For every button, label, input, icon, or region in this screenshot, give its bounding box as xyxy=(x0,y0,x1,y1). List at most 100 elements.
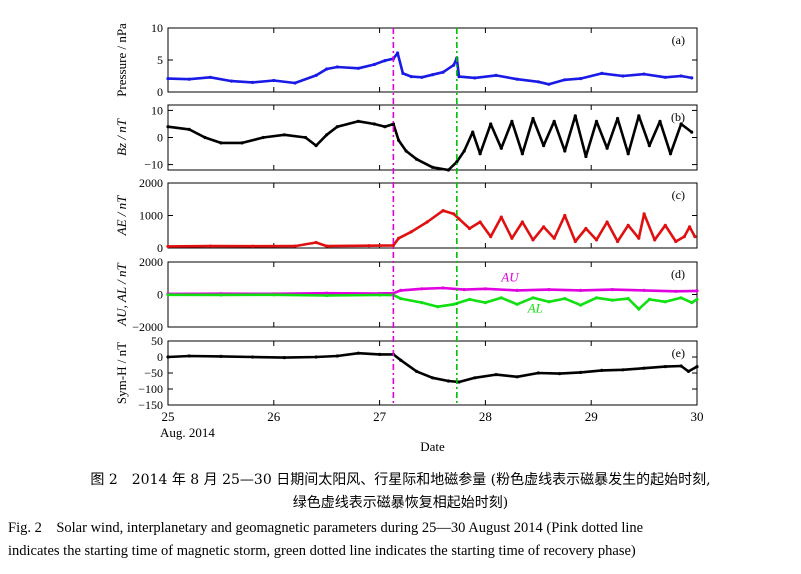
data-point-1-1-30 xyxy=(600,71,604,75)
data-point-4-1-8 xyxy=(441,286,445,290)
data-point-4-1-6 xyxy=(399,288,403,292)
data-point-2-1-37 xyxy=(626,152,630,156)
series-line-3-1 xyxy=(167,209,697,248)
data-point-3-1-2 xyxy=(251,244,255,248)
data-point-2-1-24 xyxy=(489,122,493,126)
data-point-3-1-7 xyxy=(391,243,395,247)
data-point-2-1-1 xyxy=(187,127,191,131)
data-point-4-1-14 xyxy=(610,288,615,292)
data-point-1-1-4 xyxy=(251,80,255,84)
data-point-4-2-11 xyxy=(483,301,487,305)
data-point-4-1-7 xyxy=(420,287,424,291)
data-point-1-1-6 xyxy=(293,81,297,85)
data-point-5-1-0 xyxy=(166,355,170,359)
data-point-5-1-13 xyxy=(446,379,450,383)
panel-tag-2: (b) xyxy=(671,110,685,124)
data-point-5-1-18 xyxy=(536,371,540,375)
series-label-au: AU xyxy=(500,270,520,285)
data-point-5-1-14 xyxy=(457,380,461,384)
data-point-1-1-26 xyxy=(536,80,540,84)
data-point-2-1-31 xyxy=(563,149,567,153)
data-point-2-1-28 xyxy=(531,116,535,121)
y-tick-label-1-1: 5 xyxy=(157,53,163,67)
data-point-3-1-32 xyxy=(653,238,657,242)
data-point-4-1-10 xyxy=(483,287,487,291)
data-point-2-1-6 xyxy=(282,133,286,137)
data-point-2-1-33 xyxy=(584,154,588,159)
data-point-4-2-13 xyxy=(515,302,519,306)
data-point-1-1-7 xyxy=(314,73,318,77)
data-point-5-1-17 xyxy=(515,375,519,379)
data-point-1-1-35 xyxy=(690,76,694,80)
data-point-3-1-30 xyxy=(637,236,641,240)
data-point-5-1-7 xyxy=(356,351,360,355)
data-point-3-1-23 xyxy=(563,213,567,218)
data-point-4-1-15 xyxy=(642,288,646,292)
data-point-5-1-8 xyxy=(378,352,382,356)
data-point-4-2-22 xyxy=(647,297,652,301)
data-point-5-1-21 xyxy=(600,368,604,372)
caption-english-line-1: Fig. 2 Solar wind, interplanetary and ge… xyxy=(8,520,644,536)
panel-frame-3 xyxy=(167,182,698,249)
data-point-4-2-24 xyxy=(679,296,683,300)
data-point-5-1-22 xyxy=(621,368,625,372)
data-point-5-1-1 xyxy=(187,354,191,358)
series-label-al: AL xyxy=(527,300,543,315)
data-point-1-1-5 xyxy=(272,78,276,83)
data-point-2-1-3 xyxy=(219,141,223,145)
data-point-3-1-37 xyxy=(693,235,697,239)
data-point-2-1-39 xyxy=(647,144,652,148)
data-point-5-1-10 xyxy=(399,358,403,362)
data-point-1-1-10 xyxy=(356,66,360,70)
series-line-2-1 xyxy=(167,114,693,172)
data-point-1-1-0 xyxy=(166,77,170,81)
data-point-2-1-36 xyxy=(616,116,620,121)
data-point-4-2-12 xyxy=(499,296,503,300)
y-tick-label-2-2: 10 xyxy=(151,103,163,117)
data-point-5-1-24 xyxy=(663,365,667,369)
data-point-4-2-10 xyxy=(467,297,472,301)
x-tick-label-5: 30 xyxy=(691,409,704,424)
data-point-4-1-16 xyxy=(674,289,678,293)
data-point-3-1-18 xyxy=(510,236,514,240)
x-tick-label-0: 25 xyxy=(162,409,175,424)
data-point-2-1-7 xyxy=(303,135,308,140)
series-line-4-2 xyxy=(167,293,698,311)
caption-chinese-line-1: 图 2 2014 年 8 月 25—30 日期间太阳风、行星际和地磁参量 (粉色… xyxy=(90,472,711,488)
data-point-5-1-23 xyxy=(642,366,646,370)
data-point-1-1-15 xyxy=(401,71,405,75)
data-point-3-1-16 xyxy=(489,235,493,239)
data-point-2-1-12 xyxy=(372,122,376,126)
panel-tag-5: (e) xyxy=(672,346,685,360)
data-point-4-1-9 xyxy=(462,288,466,292)
data-point-1-1-11 xyxy=(372,62,376,67)
data-point-3-1-12 xyxy=(452,212,456,216)
data-point-4-2-15 xyxy=(547,300,551,304)
data-point-4-2-21 xyxy=(637,307,641,311)
data-point-5-1-11 xyxy=(415,369,419,373)
series-line-1-1 xyxy=(167,51,692,86)
data-point-3-1-13 xyxy=(457,217,461,221)
data-point-2-1-15 xyxy=(397,138,401,142)
y-tick-label-1-0: 0 xyxy=(157,85,163,99)
data-point-4-2-9 xyxy=(452,302,456,306)
data-point-5-1-12 xyxy=(430,376,435,380)
data-point-3-1-22 xyxy=(552,236,556,240)
data-point-2-1-14 xyxy=(391,122,395,126)
data-point-3-1-1 xyxy=(208,244,212,248)
data-point-4-2-4 xyxy=(378,293,382,297)
data-point-1-1-9 xyxy=(335,65,339,69)
data-point-3-1-11 xyxy=(441,209,445,213)
panel-tag-4: (d) xyxy=(671,267,685,281)
data-point-3-1-34 xyxy=(674,239,678,244)
data-point-1-1-33 xyxy=(663,75,667,79)
data-point-3-1-5 xyxy=(325,244,329,248)
data-point-1-1-3 xyxy=(229,79,234,83)
data-point-5-1-4 xyxy=(282,356,286,360)
data-point-4-2-20 xyxy=(626,297,630,301)
data-point-3-1-6 xyxy=(367,244,371,248)
data-point-2-1-29 xyxy=(542,144,546,148)
data-point-2-1-25 xyxy=(499,146,503,150)
data-point-1-1-14 xyxy=(396,51,400,55)
